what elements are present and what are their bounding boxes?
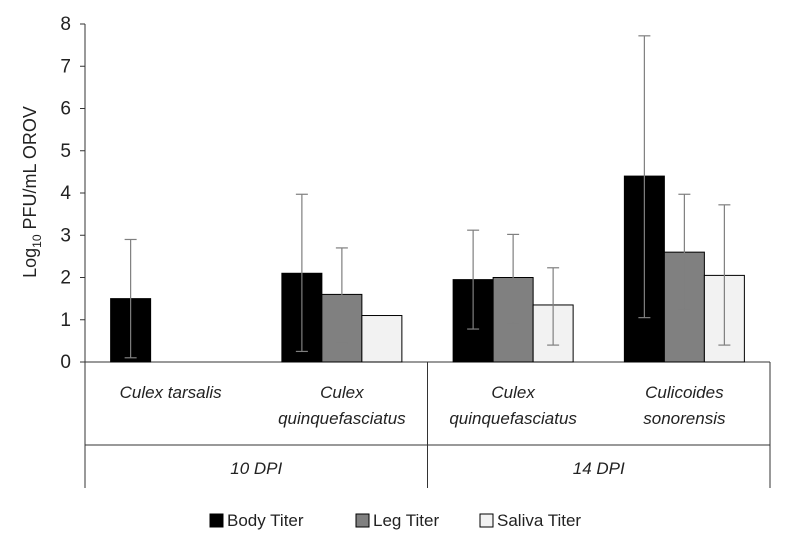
category-label: Culicoides <box>645 383 724 402</box>
y-axis-title-subscript: 10 <box>30 234 44 248</box>
group-label: 14 DPI <box>573 459 625 478</box>
y-axis-title-suffix: PFU/mL OROV <box>20 106 40 234</box>
y-axis-title-prefix: Log <box>20 248 40 278</box>
legend-label: Saliva Titer <box>497 511 581 530</box>
legend-swatch <box>479 513 494 528</box>
y-axis-title: Log10 PFU/mL OROV <box>20 106 44 278</box>
category-label: quinquefasciatus <box>278 409 406 428</box>
legend-label: Leg Titer <box>373 511 439 530</box>
y-tick-label: 1 <box>60 310 71 331</box>
bars <box>110 175 745 363</box>
group-label: 10 DPI <box>230 459 282 478</box>
bar <box>361 315 403 363</box>
y-tick-label: 8 <box>60 14 71 35</box>
category-label: sonorensis <box>643 409 726 428</box>
legend: Body Titer Leg Titer Saliva Titer <box>209 511 581 530</box>
y-tick-label: 5 <box>60 141 71 162</box>
legend-swatch <box>209 513 224 528</box>
error-bars <box>124 35 731 359</box>
y-tick-label: 2 <box>60 268 71 289</box>
y-tick-label: 7 <box>60 56 71 77</box>
y-tick-label: 6 <box>60 99 71 120</box>
y-tick-label: 0 <box>60 352 71 373</box>
y-tick-label: 4 <box>60 183 71 204</box>
legend-label: Body Titer <box>227 511 304 530</box>
axis-labels: 0 1 2 3 4 5 6 7 8 10 DPI 14 DPI Culex tarsalis Culex… <box>60 14 726 478</box>
category-label: Culex <box>491 383 535 402</box>
category-label: Culex <box>320 383 364 402</box>
y-tick-label: 3 <box>60 225 71 246</box>
category-label: Culex tarsalis <box>120 383 223 402</box>
category-label: quinquefasciatus <box>449 409 577 428</box>
legend-swatch <box>355 513 370 528</box>
